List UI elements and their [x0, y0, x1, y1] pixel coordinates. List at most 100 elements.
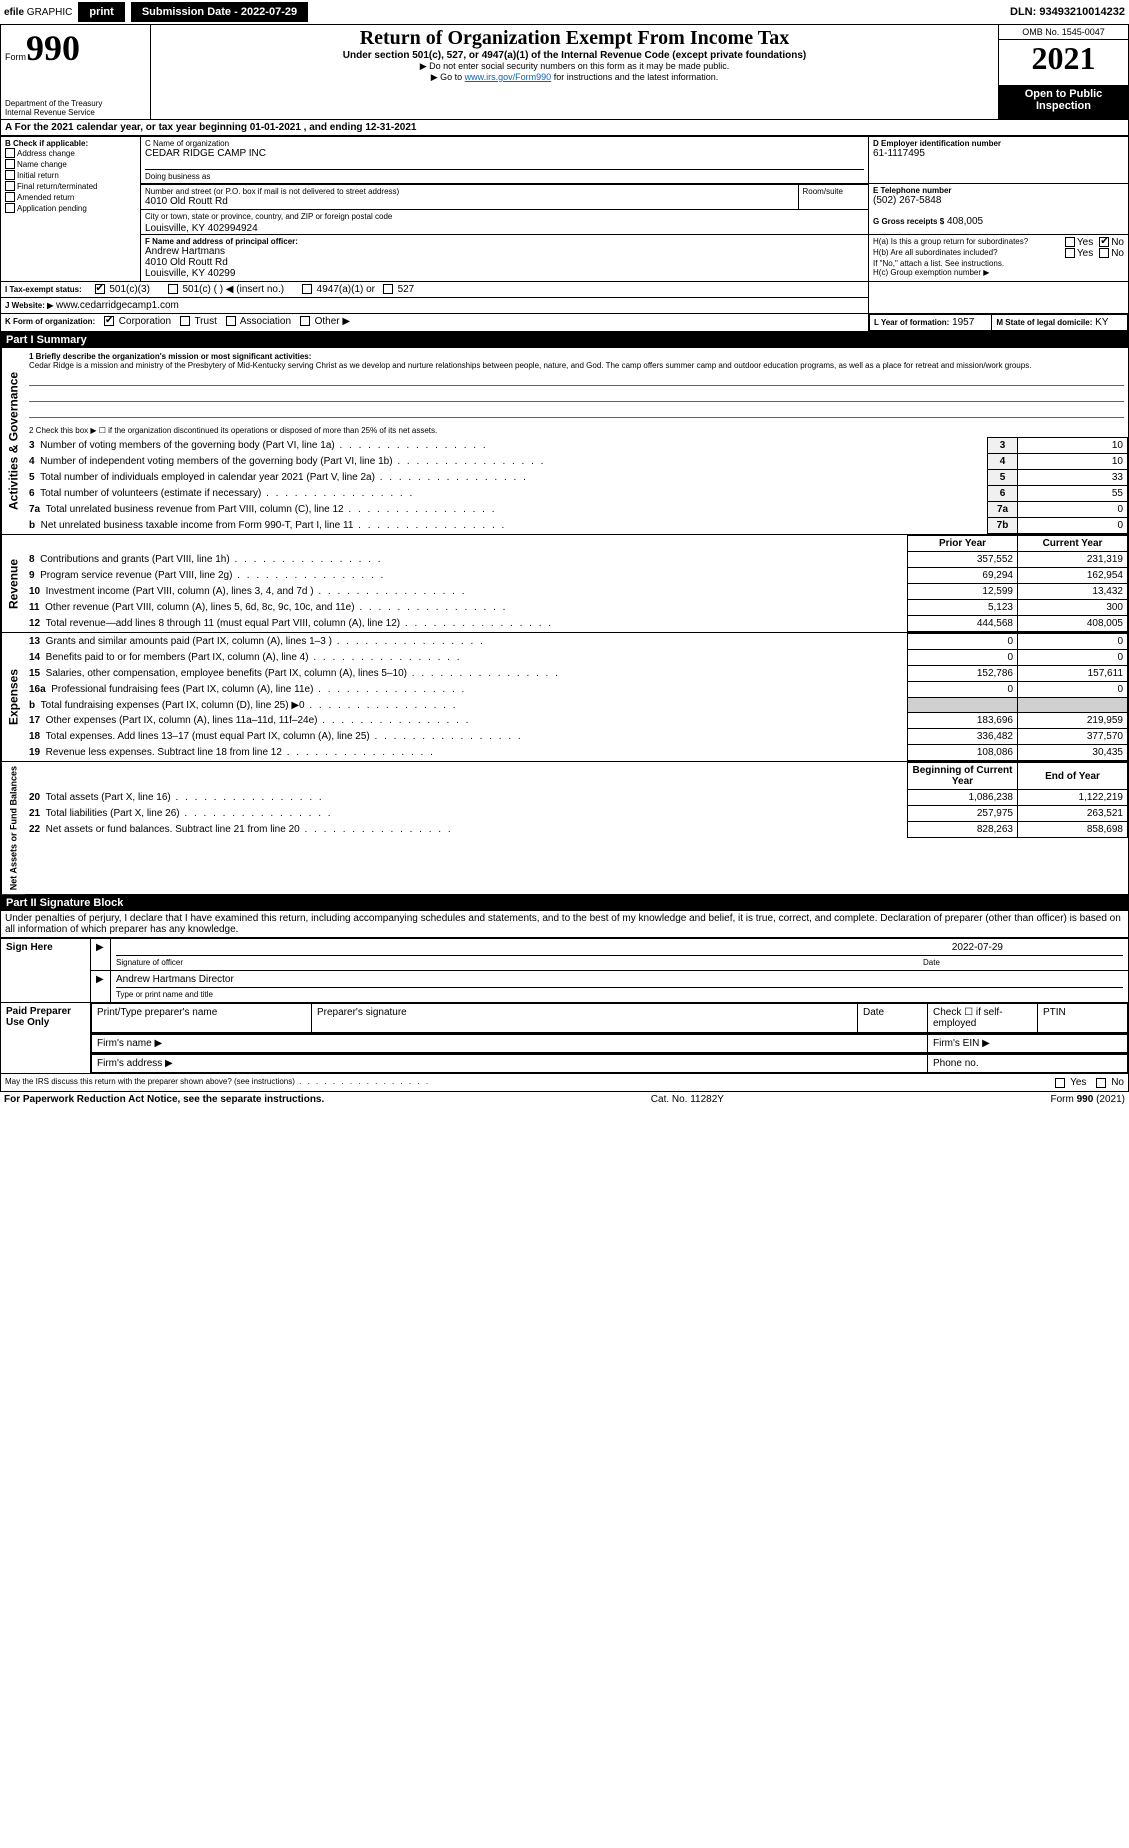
- ein-value: 61-1117495: [873, 148, 1124, 159]
- penalty-text: Under penalties of perjury, I declare th…: [0, 911, 1129, 938]
- cb-amended[interactable]: Amended return: [5, 192, 136, 203]
- table-row: 20 Total assets (Part X, line 16)1,086,2…: [25, 790, 1128, 806]
- q1-label: 1 Briefly describe the organization's mi…: [29, 352, 1124, 361]
- ha-label: H(a) Is this a group return for subordin…: [873, 237, 1065, 248]
- firm-addr-label: Firm's address ▶: [92, 1055, 928, 1073]
- expenses-section: Expenses 13 Grants and similar amounts p…: [0, 633, 1129, 762]
- gross-receipts: 408,005: [947, 216, 983, 227]
- hc-label: H(c) Group exemption number ▶: [873, 268, 1124, 277]
- col-begin: Beginning of Current Year: [908, 763, 1018, 790]
- sig-officer-label: Signature of officer: [116, 958, 923, 967]
- table-row: 15 Salaries, other compensation, employe…: [25, 666, 1128, 682]
- table-row: 3 Number of voting members of the govern…: [25, 438, 1128, 454]
- box-k-label: K Form of organization:: [5, 317, 95, 326]
- firm-name-label: Firm's name ▶: [92, 1035, 928, 1053]
- cb-trust[interactable]: Trust: [180, 316, 217, 327]
- irs-link[interactable]: www.irs.gov/Form990: [465, 72, 552, 82]
- hb-no[interactable]: No: [1099, 248, 1124, 259]
- table-row: 18 Total expenses. Add lines 13–17 (must…: [25, 729, 1128, 745]
- dept-treasury: Department of the Treasury: [5, 99, 146, 108]
- table-row: b Net unrelated business taxable income …: [25, 518, 1128, 534]
- ha-no[interactable]: No: [1099, 237, 1124, 248]
- ptin-label: PTIN: [1038, 1004, 1128, 1033]
- sig-name-value: Andrew Hartmans Director: [116, 974, 1123, 985]
- cb-501c3[interactable]: 501(c)(3): [95, 284, 150, 295]
- cb-final-return[interactable]: Final return/terminated: [5, 181, 136, 192]
- instr-ssn: ▶ Do not enter social security numbers o…: [155, 61, 994, 72]
- instr-link: ▶ Go to www.irs.gov/Form990 for instruct…: [155, 72, 994, 83]
- form-header: Form990 Department of the Treasury Inter…: [0, 24, 1129, 120]
- sign-here-label: Sign Here: [1, 939, 91, 1003]
- omb-number: OMB No. 1545-0047: [999, 25, 1128, 40]
- cb-name-change[interactable]: Name change: [5, 159, 136, 170]
- prep-sig-label: Preparer's signature: [312, 1004, 858, 1033]
- vlabel-governance: Activities & Governance: [1, 348, 25, 534]
- hb-note: If "No," attach a list. See instructions…: [873, 259, 1124, 268]
- prep-check-label: Check ☐ if self-employed: [928, 1004, 1038, 1033]
- cb-other[interactable]: Other ▶: [300, 316, 350, 327]
- cb-501c[interactable]: 501(c) ( ) ◀ (insert no.): [168, 284, 284, 295]
- discuss-text: May the IRS discuss this return with the…: [5, 1077, 1055, 1088]
- signature-table: Sign Here ▶ 2022-07-29 Signature of offi…: [0, 938, 1129, 1074]
- form-title: Return of Organization Exempt From Incom…: [155, 27, 994, 50]
- tax-year: 2021: [999, 40, 1128, 77]
- table-row: 6 Total number of volunteers (estimate i…: [25, 486, 1128, 502]
- dln: DLN: 93493210014232: [1010, 6, 1125, 18]
- arrow-icon: ▶: [91, 971, 111, 1003]
- box-m-label: M State of legal domicile:: [996, 318, 1092, 327]
- arrow-icon: ▶: [91, 939, 111, 971]
- table-row: b Total fundraising expenses (Part IX, c…: [25, 698, 1128, 713]
- table-row: 11 Other revenue (Part VIII, column (A),…: [25, 600, 1128, 616]
- topbar: efile GRAPHIC print Submission Date - 20…: [0, 0, 1129, 24]
- dba-label: Doing business as: [145, 172, 864, 181]
- form-footer: Form 990 (2021): [1051, 1094, 1125, 1105]
- vlabel-revenue: Revenue: [1, 535, 25, 632]
- firm-ein-label: Firm's EIN ▶: [928, 1035, 1128, 1053]
- officer-name: Andrew Hartmans: [145, 246, 864, 257]
- ha-yes[interactable]: Yes: [1065, 237, 1093, 248]
- cb-corp[interactable]: Corporation: [104, 316, 171, 327]
- irs-label: Internal Revenue Service: [5, 108, 146, 117]
- box-c-name-label: C Name of organization: [145, 139, 864, 148]
- table-row: 5 Total number of individuals employed i…: [25, 470, 1128, 486]
- street-label: Number and street (or P.O. box if mail i…: [145, 187, 794, 196]
- cat-no: Cat. No. 11282Y: [651, 1094, 724, 1105]
- footer: For Paperwork Reduction Act Notice, see …: [0, 1092, 1129, 1107]
- table-row: 14 Benefits paid to or for members (Part…: [25, 650, 1128, 666]
- cb-527[interactable]: 527: [383, 284, 414, 295]
- sig-date-label: Date: [923, 958, 1123, 967]
- discuss-no[interactable]: No: [1096, 1077, 1124, 1088]
- phone-value: (502) 267-5848: [873, 195, 1124, 206]
- netassets-table: Beginning of Current YearEnd of Year 20 …: [25, 762, 1128, 838]
- print-button[interactable]: print: [78, 2, 124, 22]
- box-i-label: I Tax-exempt status:: [5, 285, 82, 294]
- pra-notice: For Paperwork Reduction Act Notice, see …: [4, 1094, 324, 1105]
- netassets-section: Net Assets or Fund Balances Beginning of…: [0, 762, 1129, 895]
- box-l-label: L Year of formation:: [874, 318, 949, 327]
- website-value: www.cedarridgecamp1.com: [56, 300, 179, 311]
- table-row: 9 Program service revenue (Part VIII, li…: [25, 568, 1128, 584]
- box-j-label: J Website: ▶: [5, 301, 53, 310]
- discuss-yes[interactable]: Yes: [1055, 1077, 1086, 1088]
- state-domicile: KY: [1095, 317, 1108, 328]
- vlabel-expenses: Expenses: [1, 633, 25, 761]
- cb-assoc[interactable]: Association: [226, 316, 291, 327]
- box-b-label: B Check if applicable:: [5, 139, 136, 148]
- hb-yes[interactable]: Yes: [1065, 248, 1093, 259]
- table-row: 22 Net assets or fund balances. Subtract…: [25, 822, 1128, 838]
- street-value: 4010 Old Routt Rd: [145, 196, 794, 207]
- box-d-label: D Employer identification number: [873, 139, 1124, 148]
- org-name: CEDAR RIDGE CAMP INC: [145, 148, 864, 159]
- expenses-table: 13 Grants and similar amounts paid (Part…: [25, 633, 1128, 761]
- table-row: 19 Revenue less expenses. Subtract line …: [25, 745, 1128, 761]
- officer-city: Louisville, KY 40299: [145, 268, 864, 279]
- cb-address-change[interactable]: Address change: [5, 148, 136, 159]
- cb-4947[interactable]: 4947(a)(1) or: [302, 284, 375, 295]
- form-subtitle: Under section 501(c), 527, or 4947(a)(1)…: [155, 50, 994, 61]
- col-current: Current Year: [1018, 536, 1128, 552]
- table-row: 8 Contributions and grants (Part VIII, l…: [25, 552, 1128, 568]
- cb-app-pending[interactable]: Application pending: [5, 203, 136, 214]
- q2-text: 2 Check this box ▶ ☐ if the organization…: [25, 424, 1128, 437]
- cb-initial-return[interactable]: Initial return: [5, 170, 136, 181]
- table-row: 10 Investment income (Part VIII, column …: [25, 584, 1128, 600]
